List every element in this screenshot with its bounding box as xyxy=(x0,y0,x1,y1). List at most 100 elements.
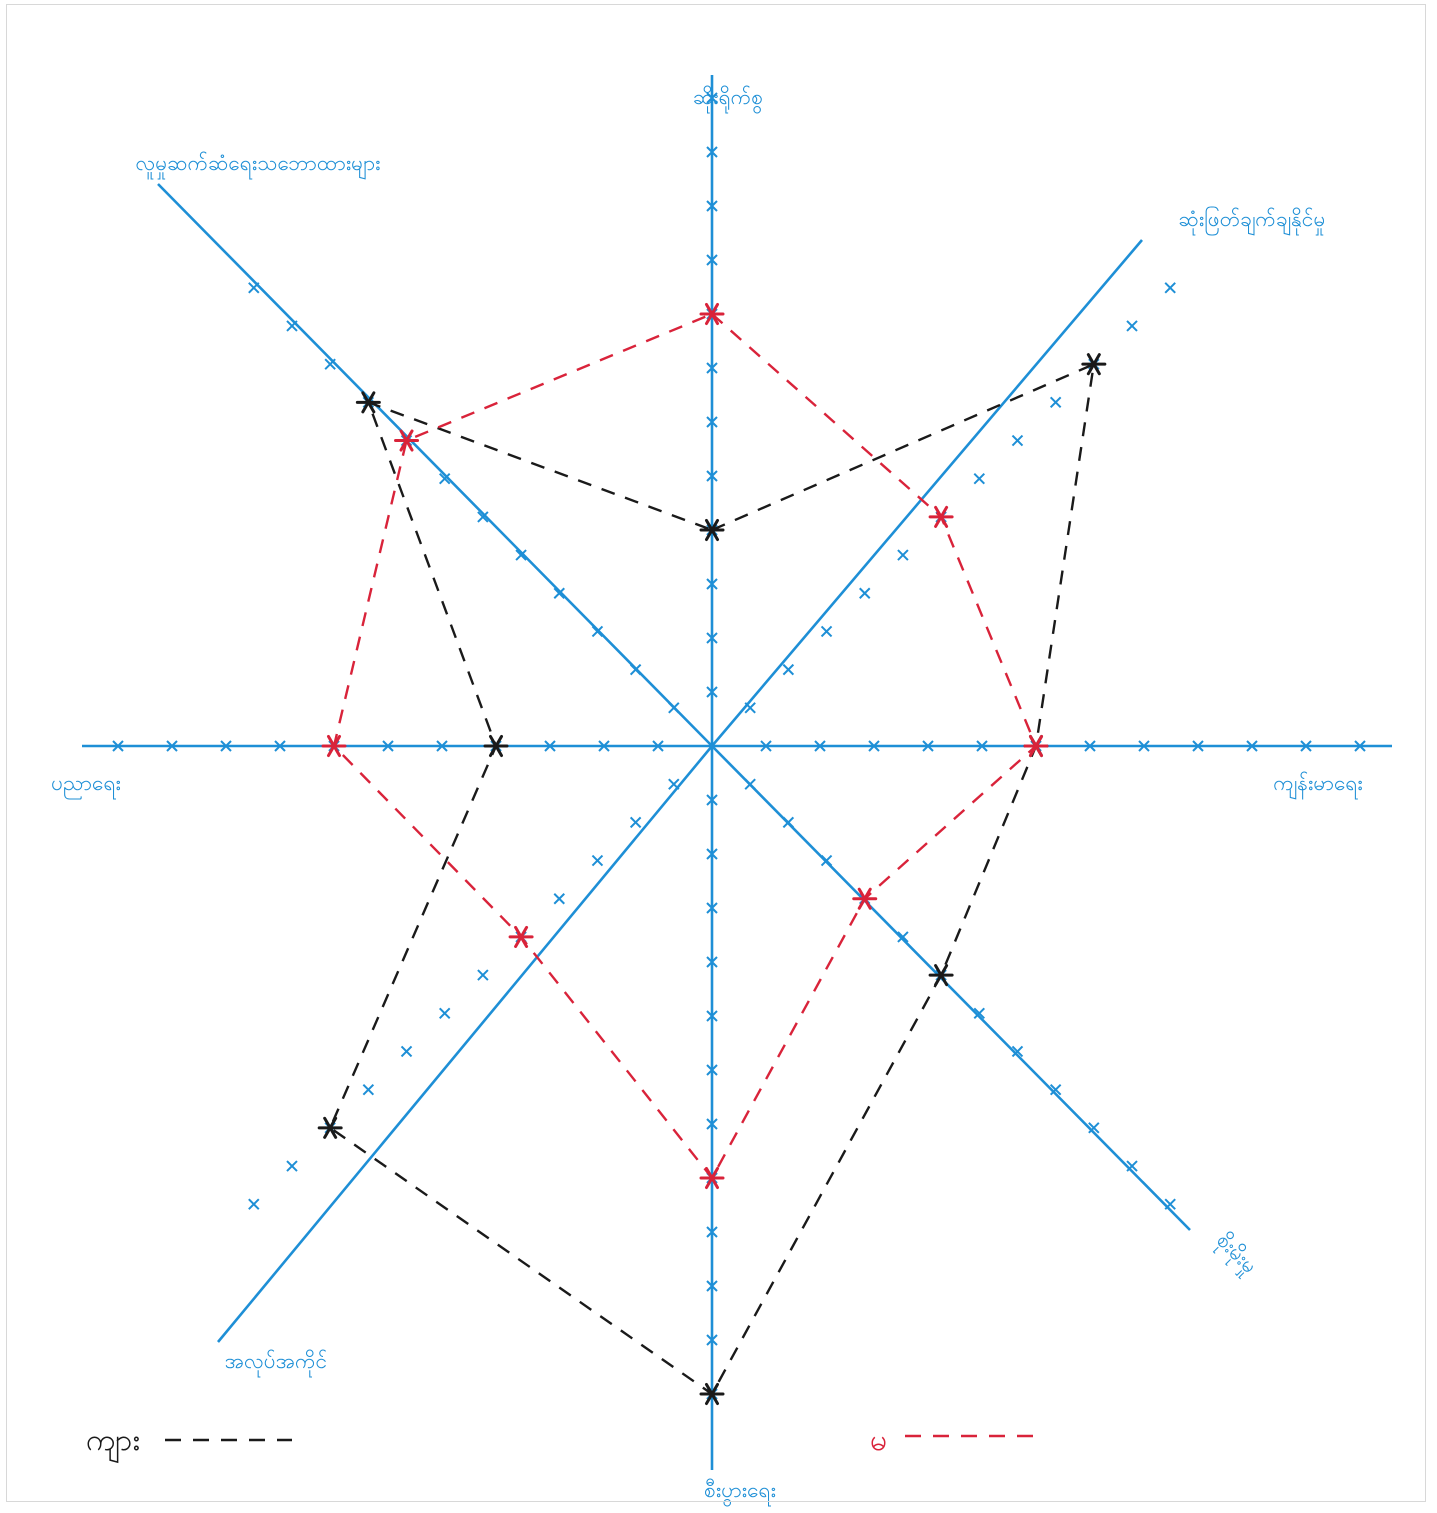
data-point-0-ne xyxy=(1081,353,1107,376)
tick-se-8 xyxy=(1011,1045,1024,1058)
tick-e-5 xyxy=(976,740,988,752)
data-point-1-sw xyxy=(508,925,534,948)
tick-n-5 xyxy=(706,470,718,482)
tick-s-10 xyxy=(706,1280,718,1292)
tick-e-7 xyxy=(1084,740,1096,752)
tick-se-12 xyxy=(1164,1198,1176,1210)
tick-sw-4 xyxy=(553,893,565,905)
tick-ne-11 xyxy=(1126,320,1138,332)
tick-w-8 xyxy=(274,740,286,752)
tick-sw-1 xyxy=(668,778,680,790)
tick-ne-4 xyxy=(859,587,871,599)
tick-sw-2 xyxy=(629,816,642,829)
tick-se-9 xyxy=(1049,1083,1062,1096)
tick-e-12 xyxy=(1354,740,1366,752)
tick-ne-2 xyxy=(782,663,795,676)
tick-e-3 xyxy=(868,740,880,752)
tick-sw-12 xyxy=(248,1198,260,1210)
tick-ne-7 xyxy=(973,473,985,485)
tick-nw-11 xyxy=(286,320,298,332)
tick-ne-3 xyxy=(820,625,833,638)
tick-nw-1 xyxy=(668,702,680,714)
tick-n-1 xyxy=(706,686,718,698)
tick-s-2 xyxy=(706,848,718,860)
legend-label-male: ကျား xyxy=(86,1423,140,1464)
tick-w-3 xyxy=(544,740,556,752)
tick-nw-7 xyxy=(439,473,451,485)
axis-line-nw xyxy=(157,183,713,747)
tick-sw-3 xyxy=(591,854,604,867)
tick-e-1 xyxy=(760,740,772,752)
data-point-1-se xyxy=(852,887,878,910)
tick-se-5 xyxy=(897,931,909,943)
data-point-1-s xyxy=(699,1166,725,1190)
data-point-1-ne xyxy=(928,505,954,528)
tick-w-1 xyxy=(652,740,664,752)
axis-line-sw xyxy=(216,745,714,1343)
tick-se-11 xyxy=(1126,1160,1138,1172)
data-point-0-w xyxy=(483,734,509,758)
tick-e-10 xyxy=(1246,740,1258,752)
tick-e-4 xyxy=(922,740,934,752)
tick-e-11 xyxy=(1300,740,1312,752)
tick-ne-1 xyxy=(744,702,756,714)
tick-sw-8 xyxy=(400,1045,413,1058)
tick-nw-5 xyxy=(515,549,527,561)
tick-nw-6 xyxy=(477,511,489,523)
data-point-1-w xyxy=(321,734,347,758)
tick-n-11 xyxy=(706,146,718,158)
tick-n-10 xyxy=(706,200,718,212)
tick-sw-9 xyxy=(362,1083,375,1096)
tick-se-7 xyxy=(973,1007,985,1019)
tick-ne-8 xyxy=(1011,434,1024,447)
data-point-0-se xyxy=(928,964,954,987)
data-point-0-nw xyxy=(355,391,381,414)
axis-line-ne xyxy=(711,239,1143,747)
tick-se-3 xyxy=(820,854,833,867)
tick-nw-10 xyxy=(324,358,336,370)
tick-nw-12 xyxy=(248,282,260,294)
tick-e-9 xyxy=(1192,740,1204,752)
tick-ne-5 xyxy=(897,549,909,561)
data-point-1-e xyxy=(1023,734,1049,758)
tick-sw-11 xyxy=(286,1160,298,1172)
tick-s-7 xyxy=(706,1118,718,1130)
paper-border xyxy=(6,4,1426,1502)
tick-n-7 xyxy=(706,362,718,374)
tick-e-8 xyxy=(1138,740,1150,752)
tick-s-6 xyxy=(706,1064,718,1076)
tick-ne-9 xyxy=(1049,396,1062,409)
series-layer xyxy=(317,302,1107,1406)
tick-nw-4 xyxy=(553,587,565,599)
tick-s-11 xyxy=(706,1334,718,1346)
tick-nw-3 xyxy=(591,625,604,638)
data-point-0-s xyxy=(699,1382,725,1406)
tick-se-2 xyxy=(782,816,795,829)
data-point-0-n xyxy=(699,518,725,542)
tick-s-4 xyxy=(706,956,718,968)
tick-w-10 xyxy=(166,740,178,752)
tick-ne-12 xyxy=(1164,282,1176,294)
tick-sw-7 xyxy=(439,1007,451,1019)
tick-s-3 xyxy=(706,902,718,914)
tick-s-5 xyxy=(706,1010,718,1022)
data-point-1-nw xyxy=(394,429,420,452)
axis-label-ne: ဆုံးဖြတ်ချက်ချနိုင်မှု xyxy=(1179,205,1326,236)
tick-n-2 xyxy=(706,632,718,644)
data-point-1-n xyxy=(699,302,725,326)
tick-w-6 xyxy=(382,740,394,752)
data-point-0-sw xyxy=(317,1116,343,1139)
legend: ကျား မ xyxy=(86,1423,1040,1464)
tick-s-1 xyxy=(706,794,718,806)
tick-w-11 xyxy=(112,740,124,752)
tick-n-3 xyxy=(706,578,718,590)
tick-s-9 xyxy=(706,1226,718,1238)
tick-se-10 xyxy=(1088,1122,1100,1134)
tick-sw-6 xyxy=(477,969,489,981)
tick-n-12 xyxy=(706,92,718,104)
tick-nw-2 xyxy=(629,663,642,676)
tick-n-6 xyxy=(706,416,718,428)
tick-w-5 xyxy=(436,740,448,752)
